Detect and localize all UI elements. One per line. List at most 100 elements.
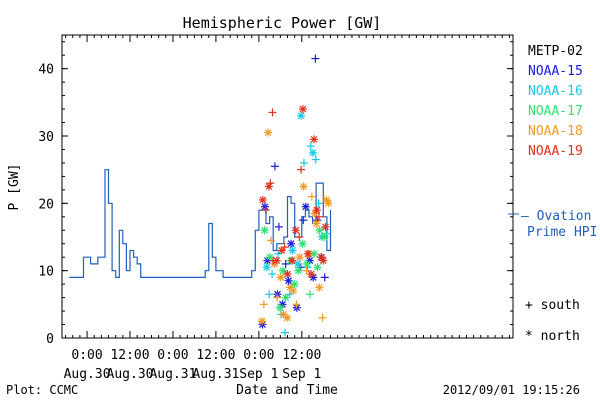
y-axis-label: P [GW]: [7, 164, 22, 211]
marker-stroke: [317, 253, 325, 261]
marker-stroke: [276, 304, 284, 312]
marker-noaa-19: [314, 212, 323, 221]
marker-stroke: [309, 149, 317, 157]
marker-noaa-17: [290, 280, 299, 289]
marker-noaa-16: [293, 259, 302, 268]
marker-stroke: [297, 112, 305, 120]
marker-stroke: [313, 206, 321, 214]
marker-stroke: [299, 240, 306, 248]
marker-noaa-19: [288, 256, 297, 265]
marker-noaa-19: [280, 243, 289, 252]
marker-noaa-18: [312, 219, 321, 228]
marker-noaa-16: [280, 328, 289, 337]
marker-stroke: [324, 199, 332, 207]
marker-stroke: [286, 284, 294, 291]
marker-stroke: [258, 317, 266, 325]
x-tick-time-label: 12:00: [282, 348, 321, 363]
x-tick-date-label: Sep 1: [239, 367, 278, 382]
marker-noaa-19: [307, 270, 316, 279]
marker-noaa-16: [311, 155, 320, 164]
x-tick-date-label: Aug.31: [149, 367, 196, 382]
marker-stroke: [282, 294, 290, 302]
marker-stroke: [284, 270, 291, 278]
marker-noaa-17: [315, 226, 324, 235]
marker-noaa-17: [275, 303, 284, 312]
x-tick-time-label: 0:00: [157, 348, 188, 363]
marker-noaa-17: [260, 226, 269, 235]
legend-item-noaa-16: NOAA-16: [528, 84, 583, 99]
marker-stroke: [294, 260, 302, 268]
marker-noaa-16: [265, 290, 274, 299]
marker-noaa-19: [321, 222, 330, 231]
y-tick-label: 20: [38, 197, 54, 212]
marker-stroke: [323, 196, 330, 204]
marker-stroke: [303, 260, 311, 268]
x-tick-time-label: 12:00: [196, 348, 235, 363]
marker-noaa-16: [322, 229, 331, 238]
marker-stroke: [289, 247, 296, 254]
marker-noaa-18: [267, 236, 276, 245]
marker-stroke: [266, 253, 274, 261]
marker-stroke: [280, 311, 287, 318]
marker-noaa-19: [309, 135, 318, 144]
marker-noaa-16: [274, 249, 283, 258]
marker-noaa-15: [281, 259, 290, 268]
x-tick-time-label: 0:00: [243, 348, 274, 363]
x-tick-date-label: Aug.31: [192, 367, 239, 382]
marker-noaa-19: [268, 108, 277, 117]
marker-noaa-19: [303, 249, 312, 258]
marker-noaa-19: [312, 206, 321, 215]
marker-stroke: [307, 270, 315, 278]
marker-stroke: [259, 196, 267, 204]
marker-stroke: [320, 233, 328, 241]
marker-stroke: [289, 287, 297, 295]
ovation-label-line2: Prime HPI: [527, 225, 597, 240]
marker-stroke: [263, 263, 271, 271]
marker-legend-south: + south: [525, 298, 580, 313]
marker-noaa-18: [276, 273, 285, 282]
x-tick-date-label: Aug.30: [64, 367, 111, 382]
marker-noaa-19: [291, 226, 300, 235]
satellite-legend: METP-02 NOAA-15 NOAA-16 NOAA-17 NOAA-18 NOAA-…: [528, 44, 583, 159]
marker-stroke: [278, 247, 286, 254]
marker-noaa-19: [297, 165, 306, 174]
marker-stroke: [296, 253, 304, 261]
marker-noaa-16: [262, 263, 271, 272]
marker-stroke: [273, 257, 281, 264]
marker-noaa-17: [306, 290, 315, 299]
marker-stroke: [288, 257, 296, 264]
marker-stroke: [264, 129, 272, 137]
marker-noaa-19: [261, 206, 270, 215]
marker-stroke: [322, 223, 329, 231]
marker-noaa-19: [295, 233, 304, 241]
legend-item-noaa-19: NOAA-19: [528, 144, 583, 159]
marker-stroke: [261, 203, 269, 211]
marker-stroke: [315, 284, 323, 291]
marker-stroke: [310, 250, 318, 258]
x-axis: 0:00Aug.3012:00Aug.300:00Aug.3112:00Aug.…: [64, 35, 510, 382]
marker-noaa-18: [259, 300, 268, 309]
marker-noaa-16: [299, 158, 308, 167]
marker-noaa-15: [287, 239, 296, 248]
plot-frame: [61, 34, 514, 339]
marker-noaa-17: [278, 266, 287, 275]
footer-left: Plot: CCMC: [6, 383, 78, 397]
legend-item-noaa-18: NOAA-18: [528, 124, 583, 139]
marker-legend: + south * north: [525, 298, 580, 344]
marker-noaa-19: [319, 256, 328, 265]
marker-noaa-16: [285, 290, 294, 299]
y-axis: 0 10 20 30 40: [38, 41, 513, 347]
legend-item-metp-02: METP-02: [528, 44, 583, 59]
y-tick-label: 0: [46, 332, 54, 347]
marker-noaa-18: [289, 286, 298, 295]
y-tick-label: 30: [38, 130, 54, 145]
y-tick-label: 10: [38, 265, 54, 280]
x-tick-time-label: 0:00: [71, 348, 102, 363]
marker-stroke: [287, 240, 295, 248]
marker-stroke: [285, 277, 292, 285]
marker-stroke: [292, 226, 300, 234]
marker-stroke: [300, 183, 308, 190]
data-markers: [258, 54, 333, 337]
ovation-label-line1: — Ovation: [521, 209, 591, 224]
marker-noaa-19: [258, 195, 267, 204]
